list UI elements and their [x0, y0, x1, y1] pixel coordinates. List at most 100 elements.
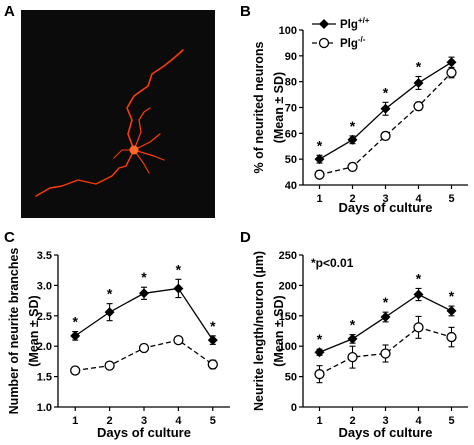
x-tick-label: 1: [72, 415, 78, 427]
legend-label-superscript: +/+: [358, 16, 370, 25]
panel-letter-a: A: [4, 3, 15, 20]
y-axis-title: Neurite length/neuron (µm): [252, 251, 266, 411]
data-point-plg-ko: [104, 360, 115, 371]
x-tick-label: 1: [316, 193, 322, 205]
y-axis-title: (Mean ± SD): [272, 295, 286, 366]
data-point-plg-wt: [347, 333, 358, 344]
y-axis-title: (Mean ± SD): [27, 295, 41, 366]
x-tick-label: 4: [175, 415, 182, 427]
y-tick-label: 1.5: [37, 372, 52, 384]
y-tick-label: 60: [285, 128, 297, 140]
x-tick-label: 5: [210, 415, 216, 427]
legend-label: Plg+/+: [340, 16, 370, 31]
data-point-plg-wt: [104, 307, 115, 318]
y-tick-label: 150: [279, 311, 297, 323]
significance-marker: *: [449, 288, 455, 304]
significance-marker: *: [383, 84, 389, 100]
y-tick-label: 50: [285, 372, 297, 384]
y-tick-label: 100: [279, 341, 297, 353]
y-tick-label: 50: [285, 154, 297, 166]
data-point-plg-ko: [446, 331, 457, 343]
data-point-plg-wt: [139, 288, 149, 299]
panel-c-chart: C 1.0 1.5 2.0 2.5 3.0 3.5 1 2 3 4 5 Days of culture N…: [4, 229, 230, 440]
x-tick-label: 5: [448, 193, 454, 205]
y-axis-title: (Mean ± SD): [272, 72, 286, 143]
data-point-plg-ko: [138, 342, 150, 354]
panel-letter-c: C: [4, 229, 15, 246]
data-point-plg-ko: [446, 67, 457, 78]
significance-marker: *: [317, 137, 323, 153]
data-point-plg-wt: [173, 283, 184, 294]
legend-marker-circle: [318, 37, 330, 49]
y-tick-label: 100: [279, 25, 297, 37]
data-point-plg-ko: [380, 130, 391, 142]
x-tick-label: 3: [382, 193, 388, 205]
y-axis-title: Number of neurite branches: [7, 248, 21, 415]
significance-marker: *: [72, 314, 78, 330]
data-point-plg-ko: [314, 369, 325, 380]
significance-marker: *: [416, 270, 422, 286]
panel-b-chart: B 40 50 60 70 80 90 100 1 2 3 4 5 Days of culture % of…: [240, 3, 468, 215]
significance-marker: *: [210, 318, 216, 334]
x-tick-label: 4: [415, 415, 422, 427]
data-point-plg-wt: [446, 305, 457, 316]
significance-marker: *: [416, 59, 422, 75]
x-axis-title: Days of culture: [97, 425, 191, 440]
data-point-plg-wt: [70, 330, 81, 341]
data-point-plg-wt: [347, 134, 358, 145]
data-point-plg-wt: [446, 57, 457, 68]
significance-note: *p<0.01: [311, 256, 354, 270]
significance-marker: *: [176, 261, 182, 277]
x-tick-label: 5: [448, 415, 454, 427]
significance-marker: *: [383, 294, 389, 310]
legend-label-name: Plg: [340, 38, 358, 50]
panel-a: A: [4, 3, 215, 218]
y-tick-label: 70: [285, 103, 297, 115]
y-tick-label: 1.0: [37, 402, 52, 414]
x-tick-label: 2: [349, 415, 355, 427]
data-point-plg-wt: [380, 103, 391, 114]
x-tick-label: 2: [107, 415, 113, 427]
legend-label: Plg-/-: [340, 35, 366, 50]
x-tick-label: 4: [415, 193, 422, 205]
data-point-plg-wt: [207, 335, 218, 346]
significance-marker: *: [107, 286, 113, 302]
neuron-image: [35, 49, 184, 197]
data-point-plg-wt: [314, 154, 325, 165]
legend-marker-diamond: [319, 19, 329, 29]
y-tick-label: 250: [279, 250, 297, 262]
y-tick-label: 2.5: [37, 311, 52, 323]
data-point-plg-ko: [413, 322, 424, 333]
legend-label-name: Plg: [340, 19, 358, 31]
y-axis-title: % of neurited neurons: [252, 41, 266, 173]
x-axis-title: Days of culture: [339, 425, 433, 440]
x-axis-title: Days of culture: [339, 200, 433, 215]
panel-d-chart: D 0 50 100 150 200 250 1 2 3 4 5 Days of culture Neur…: [240, 229, 468, 440]
data-point-plg-wt: [413, 77, 424, 88]
y-tick-label: 90: [285, 51, 297, 63]
significance-marker: *: [317, 331, 323, 347]
y-tick-label: 80: [285, 77, 297, 89]
y-tick-label: 2.0: [37, 341, 52, 353]
x-tick-label: 2: [349, 193, 355, 205]
micrograph: [21, 10, 215, 218]
x-tick-label: 1: [316, 415, 322, 427]
data-point-plg-wt: [380, 312, 391, 323]
data-point-plg-ko: [207, 359, 218, 370]
neuron-soma: [129, 145, 139, 155]
panel-letter-b: B: [240, 3, 251, 20]
panel-letter-d: D: [240, 229, 251, 246]
data-point-plg-ko: [314, 169, 325, 180]
y-tick-label: 3.0: [37, 280, 52, 292]
data-point-plg-wt: [413, 289, 424, 300]
y-tick-label: 40: [285, 180, 297, 192]
y-tick-label: 0: [291, 402, 297, 414]
x-tick-label: 3: [141, 415, 147, 427]
significance-marker: *: [350, 317, 356, 333]
data-point-plg-wt: [314, 347, 325, 358]
series-line-plg-ko: [319, 326, 452, 375]
legend: Plg+/+Plg-/-: [312, 16, 370, 50]
legend-label-superscript: -/-: [358, 35, 366, 44]
x-tick-label: 3: [382, 415, 388, 427]
y-tick-label: 3.5: [37, 250, 52, 262]
